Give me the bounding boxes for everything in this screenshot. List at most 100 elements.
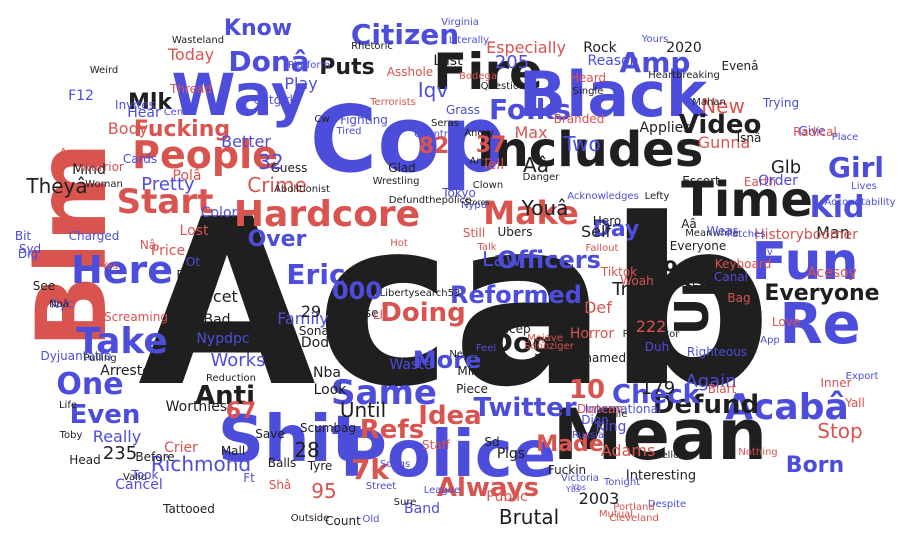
word-riv: Riv (757, 247, 773, 258)
word-bag: Bag (727, 291, 751, 305)
word-head: Head (69, 453, 101, 467)
word-def: Def (584, 298, 612, 317)
word-canal: Canal (713, 270, 749, 284)
word-noa: Noâ (49, 299, 69, 310)
word-bicep: Bicep (497, 322, 531, 336)
word-anti: Anti (195, 381, 255, 411)
word-toby: Toby (59, 430, 83, 441)
word-yes: Yes (101, 261, 119, 272)
word-pretty: Pretty (141, 174, 195, 195)
word-fighting: Fighting (340, 113, 388, 127)
word-everyone: Everyone (669, 239, 727, 253)
word-same: Same (331, 373, 437, 413)
word-ot: Ot (185, 255, 201, 269)
word-adams: Adams (600, 441, 656, 460)
word-here: Here (70, 248, 174, 292)
word-patches: Patches (726, 229, 766, 240)
word-righteous: Righteous (686, 345, 748, 359)
word-citizen: Citizen (350, 18, 460, 51)
word-catgirl: Catgirl (253, 93, 293, 107)
word-doing: Doing (380, 298, 466, 328)
word-puts: Puts (319, 55, 375, 80)
word-kid: Kid (809, 190, 865, 225)
word-bio: Bio (176, 268, 196, 282)
word-hardcore: Hardcore (233, 194, 421, 235)
word-222: 222 (635, 317, 667, 336)
word-wasteland: Wasteland (171, 35, 225, 46)
word-000: 000 (331, 277, 383, 305)
word-screaming: Screaming (104, 310, 168, 324)
word-29: 29 (300, 302, 322, 321)
word-ubers: Ubers (497, 225, 533, 239)
word-again: Again (685, 371, 737, 392)
word-perpetrator: Perpetrator (622, 329, 680, 340)
word-tired: Tired (336, 126, 362, 137)
word-ft: Ft (243, 471, 255, 485)
word-pulling: Pulling (83, 353, 117, 364)
word-dyjuantatro: Dyjuantatro (40, 349, 112, 363)
word-literally: Literally (448, 35, 490, 46)
word-king: King (595, 419, 627, 435)
word-works: Works (210, 350, 266, 371)
word-syd: Syd (18, 242, 42, 256)
word-asap: Asap (59, 146, 89, 160)
word-dion: Dion (581, 413, 609, 427)
word-isna: Isnâ (736, 131, 762, 145)
word-terrorists: Terrorists (370, 97, 416, 108)
word-eric: Eric (286, 258, 346, 291)
word-mean: Mean (552, 394, 768, 476)
word-clown: Clown (472, 180, 504, 191)
word-mutual: Mutual (598, 509, 634, 520)
word-ll: Ll (372, 308, 384, 322)
word-nothing: Nothing (738, 447, 778, 458)
word-invites: Invites (115, 98, 155, 112)
word-youa: Youâ (521, 196, 569, 220)
word-truck: Truck (612, 279, 660, 300)
word-lefty: Lefty (644, 191, 670, 202)
word-play: Play (284, 74, 318, 93)
word-victoria: Victoria (561, 473, 599, 484)
word-bad: Bad (203, 312, 231, 328)
word-richmond: Richmond (150, 452, 252, 476)
word-179: 179 (640, 378, 676, 399)
word-more: More (412, 346, 482, 374)
word-nyc: Nyc (50, 297, 74, 311)
word-2020: 2020 (666, 40, 702, 56)
word-lost: Lost (179, 223, 209, 239)
word-duncan: Duncan (576, 402, 624, 416)
word-start: Start (116, 182, 214, 222)
word-valid: Valid (122, 472, 148, 483)
word-talk: Talk (477, 242, 497, 253)
word-black: Black (518, 58, 708, 131)
word-radical: Radical (793, 125, 837, 139)
word-russia: Russia (571, 430, 605, 441)
word-7k: 7k (350, 453, 390, 486)
word-defund: Defund (652, 390, 760, 420)
word-cop: Cop (309, 86, 507, 193)
word-rhetoric: Rhetoric (351, 41, 393, 52)
word-old: Old (362, 514, 380, 525)
word-larry: Larry (500, 360, 536, 376)
word-dod: Dod (300, 335, 330, 351)
word-refs: Refs (359, 415, 425, 445)
word-mojave: Mojave (527, 333, 563, 344)
word-nypd: Nypd (460, 200, 488, 211)
word-folks: Folks (488, 93, 572, 126)
word-includes: Includes (476, 122, 704, 178)
word-hero: Hero (592, 214, 622, 228)
word-aa: Aâ (523, 153, 549, 177)
word-feel: Feel (475, 343, 497, 354)
word-ashamed: Ashamed (569, 351, 627, 365)
word-love: Love (771, 315, 801, 329)
word-tonight: Tonight (603, 477, 641, 488)
word-nba: Nba (313, 365, 341, 381)
word-really: Really (92, 427, 142, 446)
word-shit: Shit (217, 403, 363, 477)
word-everyone: Everyone (764, 281, 880, 306)
word-reduction: Reduction (206, 373, 256, 384)
word-brutal: Brutal (498, 505, 560, 529)
word-arrested: Arrested (100, 363, 160, 379)
word-life: Life (58, 400, 78, 411)
word-heartbreaking: Heartbreaking (648, 70, 720, 81)
word-ara: Arâ (469, 156, 487, 167)
